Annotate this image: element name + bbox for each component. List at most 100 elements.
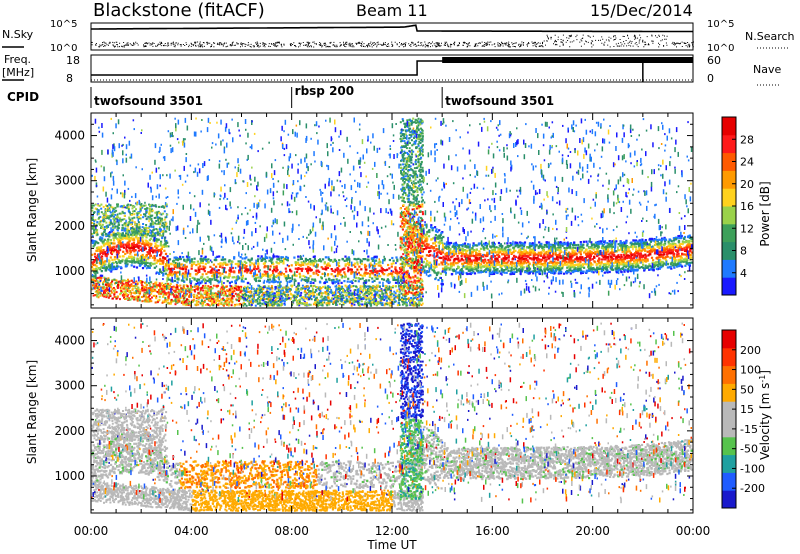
power-cell bbox=[123, 296, 126, 299]
power-cell bbox=[197, 278, 201, 281]
power-cell bbox=[245, 261, 248, 264]
power-cell bbox=[209, 297, 212, 300]
power-cell bbox=[335, 280, 338, 283]
power-cell bbox=[109, 231, 112, 234]
power-cell bbox=[610, 261, 613, 264]
power-cell bbox=[117, 250, 120, 253]
power-cell bbox=[532, 256, 535, 259]
power-cell bbox=[203, 270, 206, 273]
power-cell bbox=[148, 239, 151, 242]
power-cell bbox=[171, 274, 174, 277]
power-cell bbox=[564, 242, 567, 246]
power-cell bbox=[531, 242, 534, 245]
power-cell bbox=[371, 272, 374, 275]
power-cell bbox=[113, 292, 116, 295]
power-cell bbox=[598, 265, 601, 268]
power-cell bbox=[565, 247, 568, 250]
power-cell bbox=[438, 256, 441, 259]
power-cell bbox=[334, 296, 337, 299]
power-cell bbox=[475, 252, 478, 255]
power-cell bbox=[467, 262, 470, 265]
power-cell bbox=[356, 268, 359, 271]
power-cell bbox=[442, 235, 445, 239]
power-cell bbox=[682, 260, 685, 263]
power-cell bbox=[310, 292, 313, 295]
power-cell bbox=[96, 249, 99, 252]
power-cell bbox=[497, 241, 501, 245]
power-cell bbox=[554, 265, 557, 268]
power-cell bbox=[328, 278, 331, 281]
power-cell bbox=[159, 262, 162, 265]
power-cell bbox=[139, 245, 142, 248]
power-cell bbox=[165, 239, 168, 243]
power-cell bbox=[609, 241, 612, 244]
power-cell bbox=[115, 249, 118, 253]
power-cell bbox=[275, 265, 278, 268]
power-cell bbox=[201, 280, 204, 283]
power-cell bbox=[163, 249, 166, 252]
power-cell bbox=[263, 270, 266, 273]
power-cell bbox=[458, 271, 461, 274]
power-cell bbox=[648, 268, 651, 271]
power-cell bbox=[122, 250, 125, 253]
power-cell bbox=[561, 260, 564, 263]
nsky-panel bbox=[90, 22, 694, 51]
power-cell bbox=[313, 278, 316, 281]
power-cell bbox=[362, 258, 365, 261]
power-cell bbox=[518, 254, 521, 257]
power-cell bbox=[154, 239, 157, 242]
power-cell bbox=[440, 252, 443, 255]
power-cell bbox=[199, 265, 202, 268]
power-cell bbox=[484, 244, 487, 247]
power-cell bbox=[174, 303, 177, 306]
power-cell bbox=[676, 253, 679, 256]
power-cell bbox=[689, 250, 692, 253]
power-cell bbox=[178, 267, 182, 270]
power-cell bbox=[315, 272, 318, 275]
power-cell bbox=[304, 260, 307, 263]
power-cell bbox=[116, 295, 119, 298]
power-cell bbox=[482, 261, 486, 264]
power-cell bbox=[638, 256, 641, 259]
power-cell bbox=[475, 259, 479, 262]
power-cell bbox=[448, 251, 451, 254]
power-cell bbox=[456, 247, 459, 250]
power-cell bbox=[507, 264, 510, 267]
power-cell bbox=[248, 304, 251, 306]
power-cell bbox=[636, 262, 639, 265]
power-cell bbox=[422, 260, 425, 263]
power-cell bbox=[470, 268, 473, 271]
power-cell bbox=[474, 266, 478, 269]
power-cell bbox=[665, 253, 668, 256]
power-cell bbox=[432, 268, 435, 271]
power-cell bbox=[372, 302, 375, 304]
power-cell bbox=[672, 248, 675, 251]
power-cell bbox=[509, 248, 512, 251]
power-cell bbox=[243, 266, 246, 269]
power-cell bbox=[460, 255, 463, 258]
power-cell bbox=[408, 251, 412, 254]
power-cell bbox=[452, 244, 455, 248]
power-cell bbox=[512, 246, 515, 249]
power-cell bbox=[250, 272, 253, 275]
power-cell bbox=[356, 261, 359, 264]
power-cell bbox=[627, 246, 630, 249]
power-cell bbox=[574, 246, 577, 250]
power-cell bbox=[520, 270, 524, 273]
power-cell bbox=[469, 272, 472, 275]
power-cell bbox=[531, 258, 534, 261]
power-cell bbox=[555, 257, 558, 260]
power-cell bbox=[369, 272, 372, 276]
power-cell bbox=[453, 247, 456, 250]
power-cell bbox=[173, 264, 176, 267]
power-cell bbox=[432, 254, 435, 257]
power-cell bbox=[302, 274, 305, 278]
power-cell bbox=[107, 277, 110, 280]
power-cell bbox=[477, 271, 480, 274]
power-cell bbox=[175, 274, 178, 277]
power-cell bbox=[254, 278, 257, 281]
power-cell bbox=[109, 265, 113, 269]
power-cell bbox=[547, 265, 550, 268]
power-cell bbox=[437, 278, 440, 282]
